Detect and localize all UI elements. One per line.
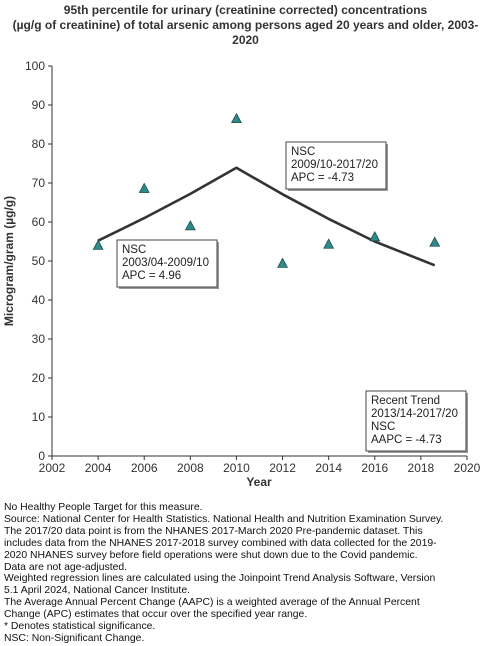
x-tick-label: 2010 (223, 461, 250, 475)
data-point (429, 236, 441, 247)
x-tick-label: 2004 (85, 461, 112, 475)
annotation-frame (365, 390, 467, 452)
y-tick-label: 60 (32, 215, 46, 229)
x-axis-title: Year (246, 475, 272, 489)
data-point (323, 238, 335, 249)
annotation-text: AAPC = -4.73 (371, 434, 442, 446)
annotation-text: APC = 4.96 (122, 270, 181, 282)
annotation-text: 2013/14-2017/20 (371, 408, 458, 420)
x-tick-label: 2002 (39, 461, 66, 475)
footnote-line: Source: National Center for Health Stati… (4, 513, 444, 525)
data-point (184, 220, 196, 231)
y-tick-label: 30 (32, 332, 46, 346)
y-ticks: 0 10 20 30 40 50 60 70 80 90 100 (25, 59, 52, 463)
chart-title-line-2: (µg/g of creatinine) of total arsenic am… (12, 18, 479, 32)
footnote-line: Change (APC) estimates that occur over t… (4, 609, 308, 621)
footnote-line: * Denotes statistical significance. (4, 621, 156, 633)
y-tick-label: 40 (32, 293, 46, 307)
data-points (92, 112, 441, 268)
footnote-line: Data are not age-adjusted. (4, 561, 128, 573)
x-tick-label: 2008 (177, 461, 204, 475)
x-tick-label: 2016 (361, 461, 388, 475)
y-tick-label: 10 (32, 410, 46, 424)
annotation-text: NSC (291, 146, 315, 158)
footnote-line: No Healthy People Target for this measur… (4, 502, 203, 513)
annotation-text: APC = -4.73 (291, 172, 354, 184)
footnote-line: NSC: Non-Significant Change. (4, 632, 145, 644)
footnote-line: 2020 NHANES survey before field operatio… (4, 549, 418, 561)
x-tick-label: 2012 (269, 461, 296, 475)
chart-title-line-1: 95th percentile for urinary (creatinine … (63, 3, 428, 17)
footnote-line: The Average Annual Percent Change (AAPC)… (4, 597, 420, 609)
footnote-line: includes data from the NHANES 2017-2018 … (4, 537, 437, 549)
y-tick-label: 100 (25, 59, 45, 73)
y-tick-label: 0 (38, 449, 45, 463)
footnote-line: 5.1 April 2024, National Cancer Institut… (4, 585, 190, 597)
data-point (92, 239, 104, 250)
y-tick-label: 90 (32, 98, 46, 112)
data-point (277, 257, 289, 268)
y-tick-label: 70 (32, 176, 46, 190)
y-tick-label: 80 (32, 137, 46, 151)
annotation-text: NSC (371, 421, 395, 433)
annotation-frame (285, 141, 387, 190)
footnote-line: Weighted regression lines are calculated… (4, 573, 436, 585)
x-ticks: 2002 2004 2006 2008 2010 2012 2014 2016 2018 2020 (39, 456, 481, 475)
annotation-text: 2003/04-2009/10 (122, 257, 209, 269)
data-point (230, 112, 242, 124)
chart-title-line-3: 2020 (232, 33, 259, 47)
annotation-text: NSC (122, 244, 146, 256)
trend-line (97, 166, 436, 267)
footnote-line: The 2017/20 data point is from the NHANE… (4, 525, 423, 537)
y-axis-title: Microgram/gram (µg/g) (2, 196, 16, 326)
data-point (369, 230, 381, 242)
y-tick-label: 20 (32, 371, 46, 385)
x-tick-label: 2006 (131, 461, 158, 475)
x-tick-label: 2020 (454, 461, 481, 475)
chart-title: 95th percentile for urinary (creatinine … (0, 3, 491, 48)
annotation-text: Recent Trend (371, 395, 440, 407)
footnotes: No Healthy People Target for this measur… (4, 502, 488, 645)
annotation-text: 2009/10-2017/20 (291, 159, 378, 171)
y-tick-label: 50 (32, 254, 46, 268)
x-tick-label: 2018 (408, 461, 435, 475)
data-point (138, 182, 150, 193)
annotation-frame (116, 239, 218, 288)
x-tick-label: 2014 (315, 461, 342, 475)
trend-lines (97, 166, 436, 267)
